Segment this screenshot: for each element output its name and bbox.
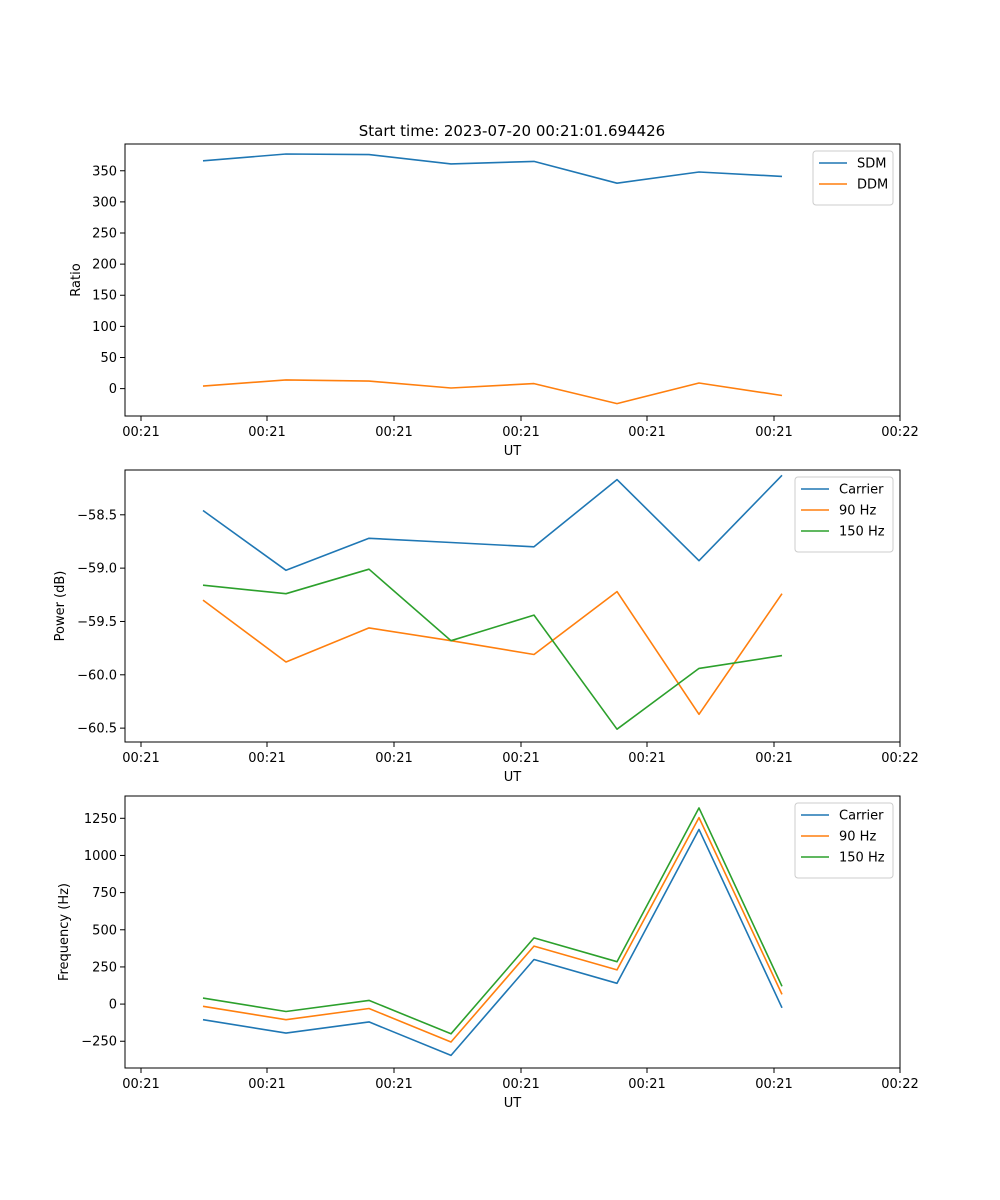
series-line-150-hz <box>202 807 783 1035</box>
legend: Carrier 90 Hz 150 Hz <box>794 802 894 879</box>
legend: SDM DDM <box>812 150 894 206</box>
legend-label: 150 Hz <box>839 851 885 866</box>
x-tick-label: 00:21 <box>122 425 159 440</box>
x-tick-label: 00:21 <box>502 1077 539 1092</box>
x-tick-label: 00:21 <box>755 1077 792 1092</box>
y-axis-label: Ratio <box>69 263 84 296</box>
x-axis-label: UT <box>504 770 522 785</box>
legend-label: 90 Hz <box>839 830 876 845</box>
x-tick-label: 00:21 <box>502 425 539 440</box>
axes-frame <box>124 795 901 1069</box>
x-tick-label: 00:21 <box>628 1077 665 1092</box>
y-tick-label: 250 <box>92 227 117 242</box>
y-tick-label: 200 <box>92 258 117 273</box>
x-axis-label: UT <box>504 444 522 459</box>
legend-box <box>794 802 894 879</box>
y-tick-label: −250 <box>81 1035 117 1050</box>
x-tick-label: 00:21 <box>248 751 285 766</box>
x-tick-label: 00:22 <box>881 1077 918 1092</box>
y-tick-label: 0 <box>109 998 117 1013</box>
x-tick-label: 00:21 <box>375 425 412 440</box>
x-tick-label: 00:21 <box>755 425 792 440</box>
charts-group: 00:21 00:21 00:21 00:21 00:21 00:21 00:22 0 50 10… <box>53 143 919 1111</box>
y-tick-label: 300 <box>92 195 117 210</box>
y-tick-label: −60.5 <box>77 722 117 737</box>
y-tick-label: 50 <box>100 351 117 366</box>
y-tick-label: 350 <box>92 164 117 179</box>
x-tick-label: 00:21 <box>375 751 412 766</box>
legend-label: Carrier <box>839 809 884 824</box>
y-tick-label: 100 <box>92 320 117 335</box>
chart-panel-1: 00:21 00:21 00:21 00:21 00:21 00:21 00:22 0 50 10… <box>69 143 919 459</box>
y-tick-label: 150 <box>92 289 117 304</box>
y-tick-label: 250 <box>92 960 117 975</box>
x-tick-label: 00:21 <box>502 751 539 766</box>
legend-label: 90 Hz <box>839 504 876 519</box>
series-line-90-hz <box>202 816 783 1043</box>
y-tick-label: −60.0 <box>77 668 117 683</box>
x-tick-label: 00:21 <box>375 1077 412 1092</box>
legend-label: Carrier <box>839 483 884 498</box>
x-tick-label: 00:22 <box>881 751 918 766</box>
series-line-150-hz <box>202 568 783 731</box>
y-tick-label: 1250 <box>84 812 117 827</box>
chart-panel-2: 00:21 00:21 00:21 00:21 00:21 00:21 00:22 −60.5… <box>53 469 919 785</box>
y-tick-label: −58.5 <box>77 508 117 523</box>
y-tick-label: 1000 <box>84 849 117 864</box>
y-tick-label: 750 <box>92 886 117 901</box>
legend-box <box>794 476 894 553</box>
y-tick-label: −59.5 <box>77 615 117 630</box>
figure-title: Start time: 2023-07-20 00:21:01.694426 <box>359 122 665 140</box>
x-tick-label: 00:21 <box>628 425 665 440</box>
y-tick-label: −59.0 <box>77 562 117 577</box>
y-axis-label: Power (dB) <box>53 571 68 642</box>
series-line-sdm <box>202 153 783 184</box>
x-tick-label: 00:21 <box>628 751 665 766</box>
legend-label: 150 Hz <box>839 525 885 540</box>
y-tick-label: 0 <box>109 382 117 397</box>
chart-panel-3: 00:21 00:21 00:21 00:21 00:21 00:21 00:22 −250 0… <box>57 795 919 1111</box>
y-tick-label: 500 <box>92 923 117 938</box>
axes-frame <box>124 469 901 743</box>
legend: Carrier 90 Hz 150 Hz <box>794 476 894 553</box>
y-axis-label: Frequency (Hz) <box>57 883 72 981</box>
legend-box <box>812 150 894 206</box>
x-tick-label: 00:21 <box>122 751 159 766</box>
x-tick-label: 00:22 <box>881 425 918 440</box>
legend-label: DDM <box>857 178 888 193</box>
legend-label: SDM <box>857 157 886 172</box>
series-line-carrier <box>202 474 783 572</box>
x-tick-label: 00:21 <box>755 751 792 766</box>
x-tick-label: 00:21 <box>122 1077 159 1092</box>
x-axis-label: UT <box>504 1096 522 1111</box>
axes-frame <box>124 143 901 417</box>
series-line-carrier <box>202 828 783 1057</box>
x-tick-label: 00:21 <box>248 425 285 440</box>
series-line-ddm <box>202 379 783 405</box>
series-line-90-hz <box>202 590 783 716</box>
x-tick-label: 00:21 <box>248 1077 285 1092</box>
